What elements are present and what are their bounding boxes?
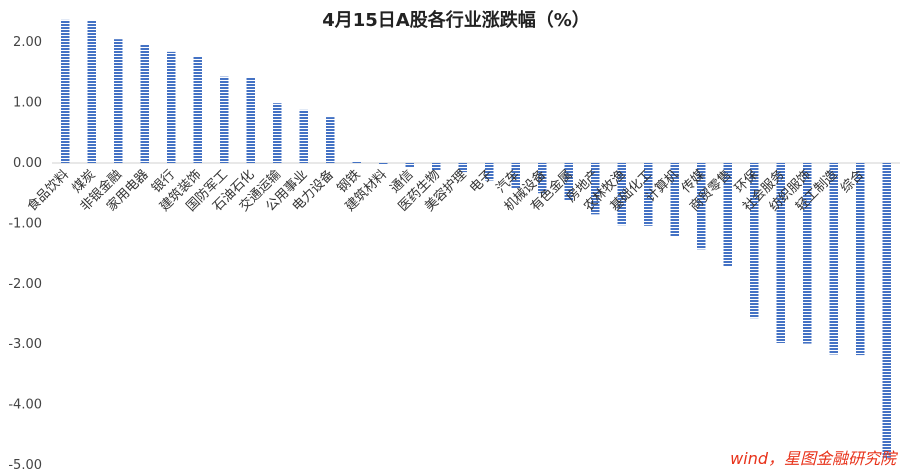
- bar: [140, 44, 149, 164]
- bar: [273, 103, 282, 163]
- bar: [750, 163, 759, 319]
- bar: [617, 163, 626, 226]
- y-tick-label: -3.00: [8, 337, 42, 352]
- y-tick-label: 1.00: [13, 96, 42, 111]
- bar: [379, 163, 388, 165]
- source-note: wind，星图金融研究院: [730, 449, 896, 468]
- x-tick-label: 食品饮料: [24, 167, 72, 215]
- bar: [432, 163, 441, 171]
- y-tick-label: 0.00: [13, 156, 42, 171]
- bar: [723, 163, 732, 267]
- bar: [591, 163, 600, 215]
- bar: [193, 56, 202, 163]
- bar: [803, 163, 812, 344]
- bar: [114, 39, 123, 163]
- bar: [167, 51, 176, 163]
- bar: [829, 163, 838, 355]
- bar: [87, 20, 96, 164]
- bar: [299, 109, 308, 163]
- bar: [61, 19, 70, 163]
- y-tick-label: -2.00: [8, 277, 42, 292]
- bar: [882, 163, 891, 458]
- bar: [458, 163, 467, 173]
- bar: [220, 76, 229, 163]
- y-tick-label: -5.00: [8, 458, 42, 473]
- bar: [776, 163, 785, 343]
- bar: [644, 163, 653, 226]
- y-tick-label: 2.00: [13, 35, 42, 50]
- bar: [856, 163, 865, 356]
- bar: [246, 77, 255, 163]
- bar: [485, 163, 494, 181]
- bar: [511, 163, 520, 189]
- bar: [670, 163, 679, 237]
- bar: [352, 161, 361, 163]
- bar: [538, 163, 547, 194]
- y-tick-label: -4.00: [8, 398, 42, 413]
- bar: [697, 163, 706, 250]
- y-tick-label: -1.00: [8, 216, 42, 231]
- bar: [405, 163, 414, 168]
- bar: [564, 163, 573, 201]
- bar: [326, 117, 335, 163]
- chart-title: 4月15日A股各行业涨跌幅（%）: [322, 10, 590, 31]
